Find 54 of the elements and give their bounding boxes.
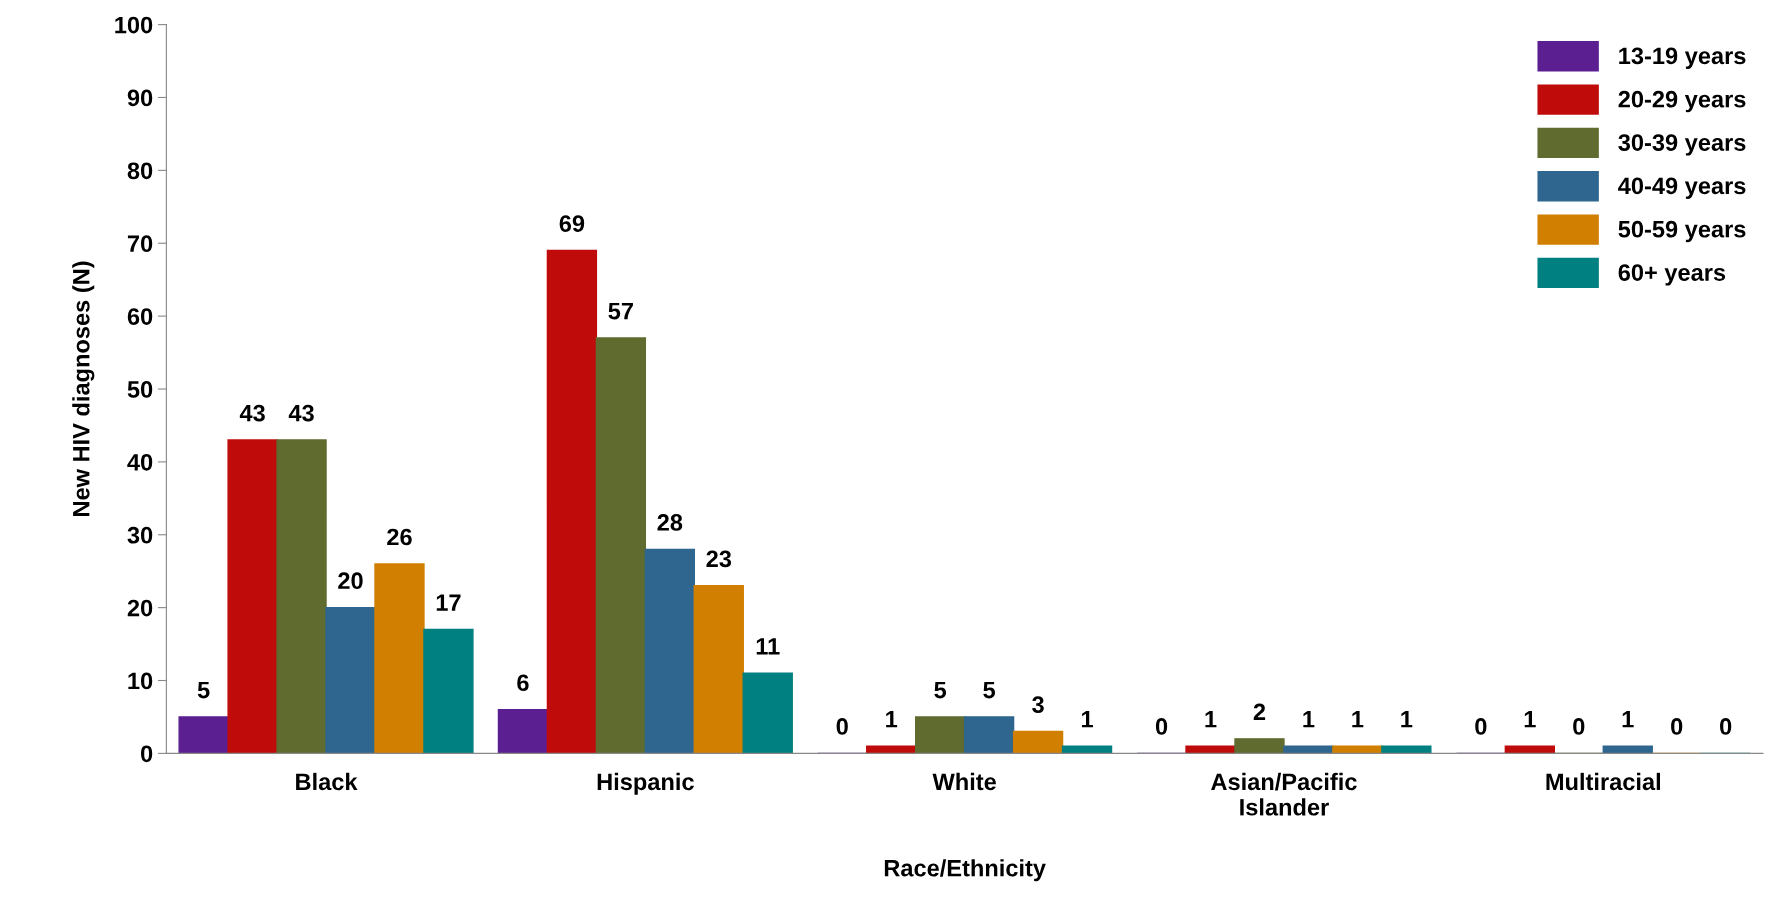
data-label: 17 (436, 594, 461, 611)
data-label: 1 (1622, 711, 1634, 728)
data-label: 26 (387, 528, 412, 546)
legend-label: 13-19 years (1619, 47, 1746, 69)
data-label: 6 (517, 674, 529, 692)
data-label: 5 (983, 681, 996, 699)
data-label: 0 (1671, 718, 1683, 735)
data-label: 0 (836, 718, 848, 735)
data-label: 5 (197, 681, 210, 699)
data-label: 0 (1155, 718, 1168, 735)
x-tick-label: Multiracial (1546, 772, 1660, 791)
data-label: 2 (1253, 703, 1266, 721)
data-label: 3 (1032, 696, 1044, 714)
y-tick-label: 50 (127, 381, 153, 398)
y-tick-label: 30 (127, 526, 153, 544)
y-tick-label: 10 (128, 672, 153, 690)
data-label: 23 (706, 550, 732, 568)
data-label: 0 (1720, 718, 1732, 735)
data-label: 1 (1205, 711, 1217, 728)
data-label: 43 (288, 404, 314, 422)
data-label: 20 (338, 572, 363, 590)
y-tick-label: 20 (127, 599, 153, 617)
x-tick-label: Asian/Pacific Islander (1211, 772, 1357, 816)
data-label: 1 (1352, 711, 1364, 728)
data-label: 43 (239, 404, 265, 422)
y-tick-label: 90 (127, 89, 153, 107)
y-axis-title: New HIV diagnoses (N) (72, 261, 95, 516)
y-tick-label: 100 (115, 16, 153, 34)
data-label: 28 (657, 514, 683, 531)
y-tick-label: 60 (127, 308, 153, 325)
x-tick-label: Black (296, 772, 358, 791)
y-tick-label: 70 (127, 235, 153, 253)
data-label: 57 (608, 302, 633, 320)
data-label: 1 (1524, 711, 1536, 728)
legend-label: 20-29 years (1618, 90, 1746, 113)
x-axis-title: Race/Ethnicity (884, 859, 1046, 882)
legend-label: 40-49 years (1618, 177, 1746, 199)
data-label: 1 (1081, 711, 1093, 728)
legend-label: 60+ years (1618, 264, 1726, 286)
data-label: 5 (934, 681, 947, 699)
y-tick-label: 80 (127, 162, 153, 180)
legend-label: 30-39 years (1618, 134, 1746, 156)
data-label: 1 (886, 711, 898, 728)
data-label: 69 (559, 215, 585, 232)
data-label: 0 (1573, 718, 1585, 735)
y-tick-label: 40 (127, 453, 153, 471)
y-tick-label: 0 (140, 745, 153, 763)
x-tick-label: White (932, 772, 996, 791)
legend-label: 50-59 years (1618, 220, 1746, 243)
data-label: 11 (756, 638, 780, 655)
data-label: 1 (1303, 711, 1315, 728)
data-label: 0 (1475, 718, 1487, 735)
data-label: 1 (1401, 711, 1413, 728)
x-tick-label: Hispanic (597, 772, 694, 795)
